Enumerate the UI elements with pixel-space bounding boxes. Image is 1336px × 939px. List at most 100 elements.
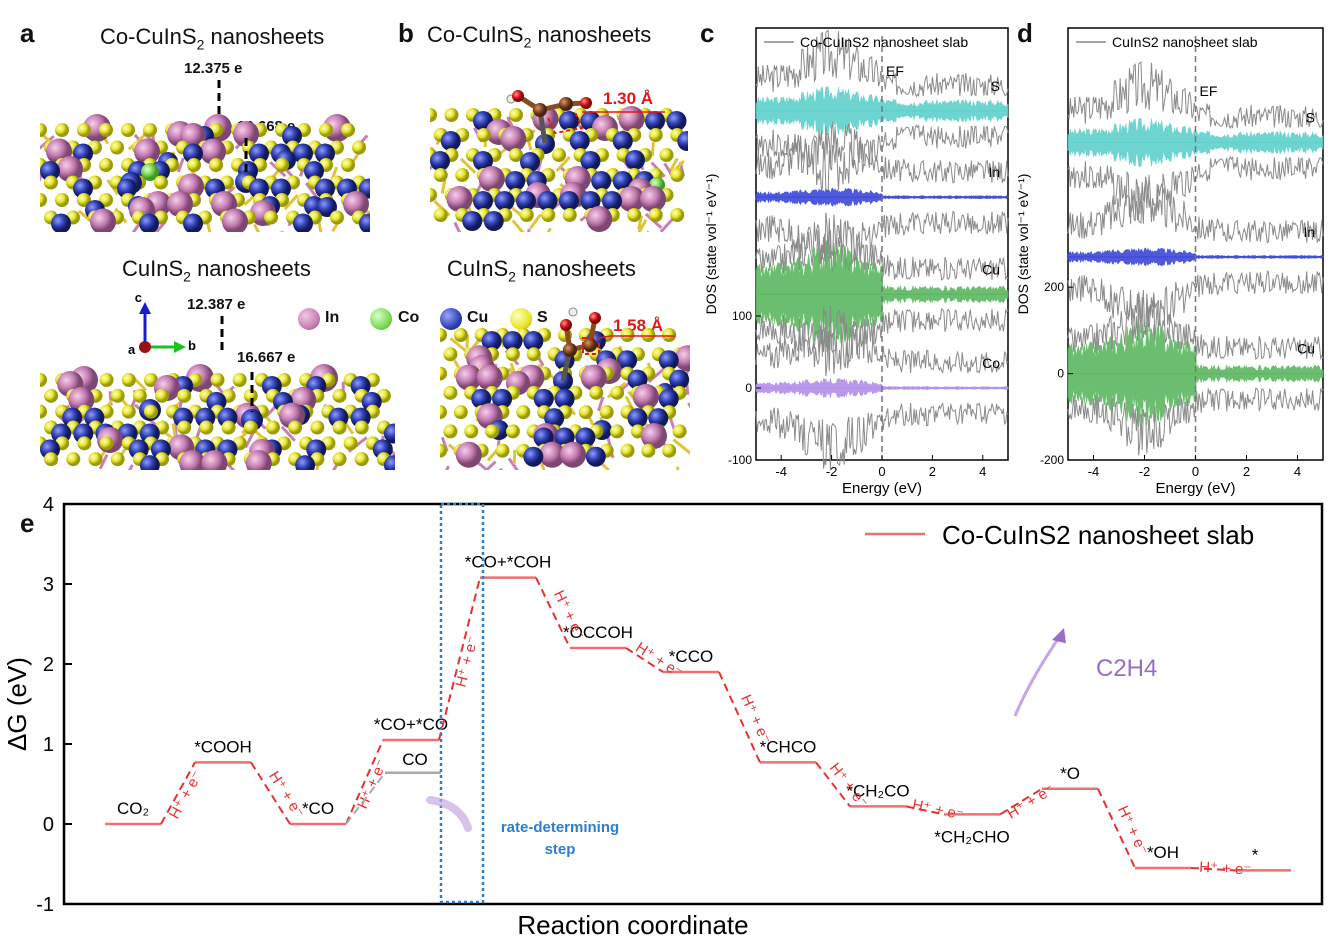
- cu-atom: [612, 131, 633, 151]
- s-atom: [620, 443, 635, 458]
- s-atom: [143, 373, 158, 387]
- s-atom: [110, 388, 125, 403]
- in-atom: [455, 441, 482, 468]
- y-tick-label: 2: [43, 654, 54, 676]
- s-atom: [132, 388, 147, 403]
- cu-atom: [481, 331, 502, 351]
- transition-line: [345, 739, 384, 825]
- s-atom: [541, 208, 556, 222]
- y-tick-label: 1: [43, 734, 54, 756]
- transition-line: [999, 787, 1043, 816]
- cu-atom: [502, 331, 523, 351]
- s-atom: [40, 193, 47, 207]
- axis-a-label: a: [128, 342, 136, 357]
- s-atom: [453, 328, 468, 342]
- s-atom: [648, 208, 663, 222]
- cu-atom: [658, 350, 679, 371]
- s-atom: [440, 366, 447, 381]
- step-label: *OH: [1147, 843, 1179, 862]
- cu-atom: [139, 455, 160, 470]
- bond: [511, 219, 525, 232]
- panel-label-b: b: [398, 18, 414, 48]
- s-atom: [44, 452, 59, 467]
- bond: [72, 474, 77, 480]
- product-label: C2H4: [1096, 655, 1157, 682]
- co-atom: [141, 163, 159, 181]
- s-atom: [343, 436, 358, 451]
- bond: [453, 221, 462, 232]
- step-label: *: [1252, 845, 1259, 864]
- x-tick-label: 4: [979, 464, 986, 479]
- transition-label: H⁺ + e⁻: [354, 757, 391, 812]
- s-atom: [670, 208, 685, 222]
- cu-atom: [575, 427, 596, 448]
- s-atom: [88, 452, 103, 467]
- cu-atom: [533, 388, 554, 409]
- legend-label: In: [325, 309, 340, 326]
- s-atom: [443, 385, 458, 400]
- y-tick-label: -100: [728, 453, 752, 467]
- series-label: Cu: [982, 261, 1000, 277]
- x-tick-label: 4: [1294, 464, 1301, 479]
- bond: [176, 157, 185, 173]
- s-atom: [332, 388, 347, 403]
- panel-a-top-title: Co-CuInS2 nanosheets: [100, 24, 325, 53]
- y-tick-label: 0: [1057, 367, 1064, 381]
- s-atom: [40, 404, 47, 419]
- cu-atom: [139, 213, 159, 232]
- legend-label: Cu: [467, 309, 489, 326]
- bond: [55, 229, 60, 232]
- rds-label: rate-determining: [501, 819, 619, 836]
- series-label: S: [1306, 109, 1315, 125]
- s-atom: [121, 404, 136, 419]
- transition-label: H⁺ + e⁻: [453, 634, 482, 689]
- s-atom: [264, 210, 278, 225]
- bond: [127, 464, 134, 470]
- cu-atom: [666, 111, 687, 131]
- s-atom: [562, 208, 577, 222]
- cu-atom: [293, 213, 313, 232]
- axis-c-label: c: [135, 290, 142, 305]
- cu-atom: [569, 131, 590, 151]
- x-tick-label: -4: [1088, 464, 1100, 479]
- y-axis-label: DOS (state vol⁻¹ eV⁻¹): [703, 174, 719, 315]
- in-atom: [200, 138, 226, 165]
- s-atom: [341, 123, 355, 137]
- in-atom: [446, 186, 473, 212]
- bond: [668, 157, 679, 174]
- bond-length-label: 1.30 Å: [603, 89, 654, 108]
- s-atom: [648, 128, 663, 142]
- bond: [650, 141, 655, 157]
- bond: [283, 194, 299, 211]
- cu-atom: [591, 171, 612, 191]
- bond: [646, 230, 650, 232]
- cu-atom: [559, 191, 579, 211]
- bond: [98, 454, 109, 470]
- s-atom: [243, 420, 258, 435]
- cu-atom: [585, 446, 606, 467]
- fermi-label: EF: [1200, 83, 1218, 99]
- s-atom: [77, 123, 91, 137]
- bond: [171, 423, 177, 438]
- s-atom: [433, 168, 448, 182]
- s-atom: [443, 424, 458, 439]
- in-atom-icon: [298, 308, 320, 330]
- cu-atom: [492, 388, 513, 409]
- cu-atom: [271, 178, 291, 199]
- transition-label: H⁺ + e⁻: [550, 588, 588, 642]
- y-tick-label: 4: [43, 494, 54, 516]
- s-atom: [641, 328, 656, 342]
- cu-atom: [627, 408, 648, 429]
- s-atom: [187, 158, 201, 172]
- in-atom: [179, 450, 206, 470]
- bond: [546, 227, 552, 232]
- cu-atom: [554, 388, 575, 409]
- plot-frame: [62, 502, 1324, 906]
- bond: [637, 219, 648, 232]
- s-atom: [232, 373, 247, 387]
- series-label: Co: [982, 355, 1000, 371]
- x-tick-label: -2: [1139, 464, 1151, 479]
- s-atom: [430, 108, 437, 122]
- x-tick-label: 0: [878, 464, 885, 479]
- s-atom: [177, 388, 192, 403]
